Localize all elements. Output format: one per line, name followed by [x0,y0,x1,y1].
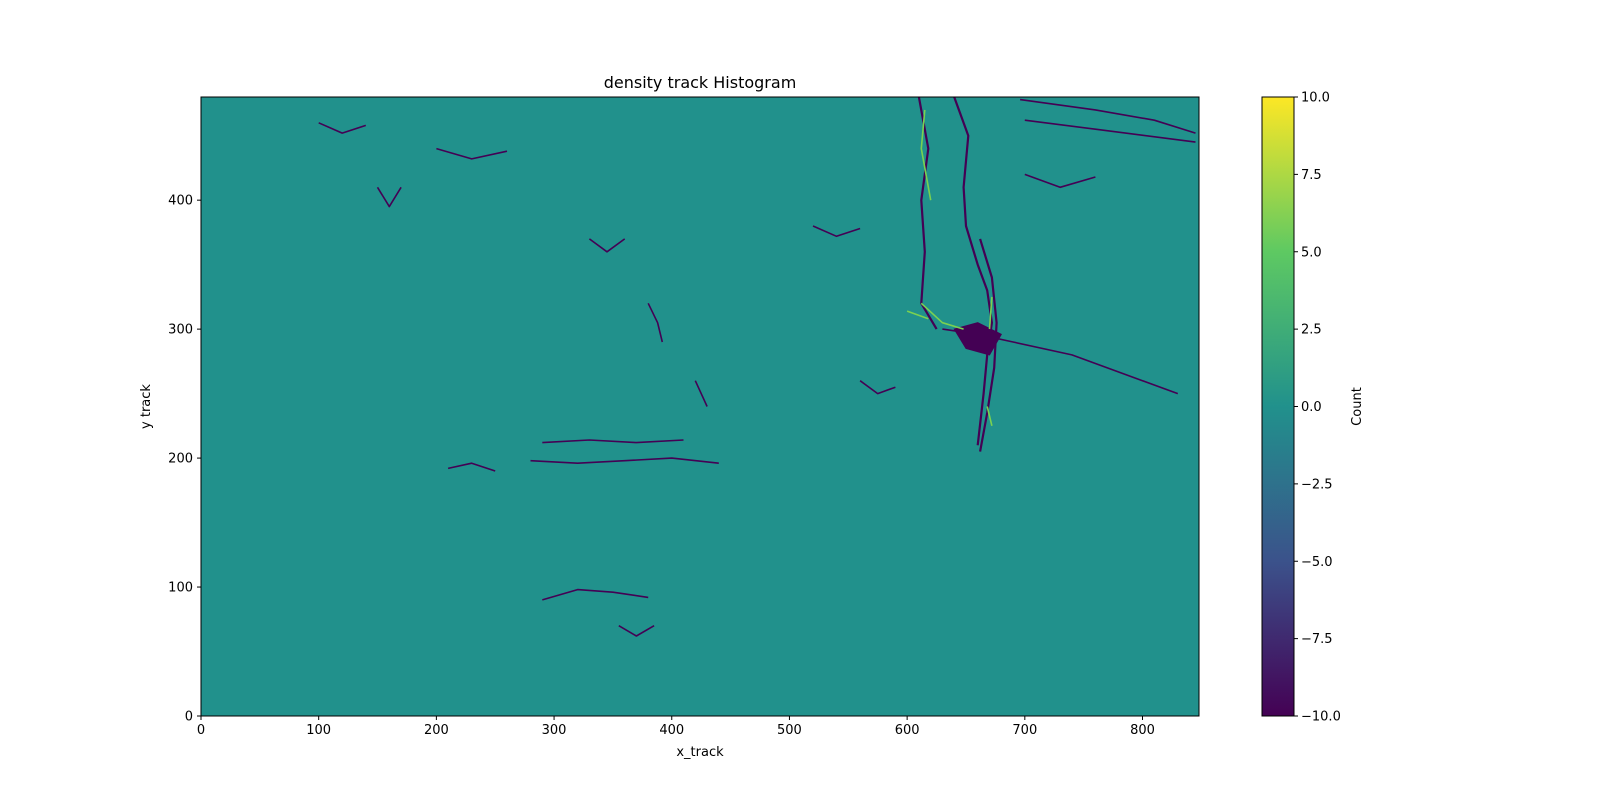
colorbar-label: Count [1350,387,1365,426]
negative-density-stroke [588,238,626,253]
x-tick-label: 600 [895,723,920,738]
y-tick-label: 100 [168,581,193,596]
x-tick-label: 200 [424,723,449,738]
heatmap-background [201,97,1199,716]
negative-density-stroke [436,147,508,160]
negative-density-stroke [647,302,664,343]
negative-density-stroke [1024,119,1196,143]
colorbar-ticks: 10.0 7.5 5.0 2.5 0.0 −2.5 −5.0 −7.5 −10.0 [1294,91,1341,725]
colorbar-tick-label: 10.0 [1301,91,1330,106]
negative-density-blob [953,322,1002,356]
negative-density-stroke [318,122,367,134]
negative-density-stroke [859,380,896,395]
colorbar-tick-label: −7.5 [1301,632,1333,647]
x-tick-label: 300 [542,723,567,738]
heatmap-marks [318,97,1196,637]
negative-density-stroke [917,97,938,330]
colorbar-tick-label: 5.0 [1301,245,1322,260]
colorbar-gradient [1261,96,1295,717]
positive-density-stroke [920,302,964,330]
x-tick-label: 500 [777,723,802,738]
x-axis: 0 100 200 300 400 500 600 700 800 [197,716,1155,738]
y-tick-label: 300 [168,323,193,338]
colorbar: 10.0 7.5 5.0 2.5 0.0 −2.5 −5.0 −7.5 −10.0 Count [1261,91,1365,725]
negative-density-stroke [812,225,861,238]
positive-density-stroke [986,406,993,426]
negative-density-stroke [1019,98,1196,134]
x-tick-label: 800 [1130,723,1155,738]
negative-density-stroke [530,457,719,465]
negative-density-stroke [542,588,649,601]
negative-density-stroke [694,380,708,407]
x-tick-label: 0 [197,723,205,738]
y-tick-label: 400 [168,194,193,209]
negative-density-stroke [953,97,994,446]
x-axis-label: x_track [676,745,724,760]
colorbar-tick-label: 2.5 [1301,323,1322,338]
y-tick-label: 0 [185,710,193,725]
colorbar-tick-label: 0.0 [1301,400,1322,415]
colorbar-tick-label: 7.5 [1301,168,1322,183]
x-tick-label: 100 [306,723,331,738]
negative-density-stroke [376,186,402,208]
x-tick-label: 700 [1012,723,1037,738]
y-axis: 0 100 200 300 400 [168,194,201,725]
colorbar-tick-label: −2.5 [1301,477,1333,492]
positive-density-stroke [988,296,993,330]
chart-title: density track Histogram [604,73,797,92]
positive-density-stroke [920,109,932,201]
colorbar-tick-label: −10.0 [1301,710,1341,725]
y-tick-label: 200 [168,452,193,467]
negative-density-stroke [1024,173,1096,189]
heatmap-area [201,97,1199,716]
x-tick-label: 400 [659,723,684,738]
negative-density-stroke [542,439,684,444]
negative-density-stroke [447,462,496,472]
negative-density-stroke [618,625,655,637]
colorbar-tick-label: −5.0 [1301,555,1333,570]
plot-frame [200,96,1200,717]
positive-density-stroke [906,310,929,320]
y-axis-label: y track [139,384,154,429]
